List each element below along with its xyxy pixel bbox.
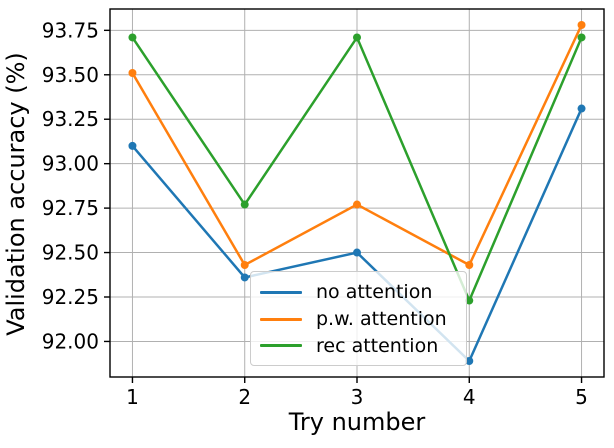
x-tick-label: 2 <box>238 385 251 409</box>
data-point-rec-attention <box>465 296 474 305</box>
data-point-rec-attention <box>577 33 586 42</box>
y-tick-label: 93.75 <box>42 18 99 42</box>
chart-legend: no attention p.w. attention rec attentio… <box>250 271 467 366</box>
data-point-no-attention <box>128 141 137 150</box>
data-point-p-w-attention <box>128 69 137 77</box>
y-tick-label: 92.50 <box>42 241 99 265</box>
y-tick-label: 92.75 <box>42 196 99 220</box>
x-tick-label: 3 <box>351 385 364 409</box>
x-tick-label: 4 <box>463 385 476 409</box>
data-point-p-w-attention <box>240 261 249 269</box>
legend-item-rec-attention: rec attention <box>260 332 458 359</box>
y-axis-title: Validation accuracy (%) <box>2 52 30 336</box>
y-tick-label: 92.00 <box>42 329 99 353</box>
data-point-no-attention <box>353 248 361 257</box>
data-point-no-attention <box>577 104 586 113</box>
data-point-p-w-attention <box>577 21 586 29</box>
x-tick-label: 5 <box>575 385 588 409</box>
y-tick-label: 93.25 <box>42 107 99 131</box>
legend-line-swatch <box>260 317 302 321</box>
data-point-no-attention <box>240 273 249 282</box>
data-point-p-w-attention <box>353 200 361 209</box>
data-point-rec-attention <box>353 33 361 42</box>
x-axis-title: Try number <box>288 408 426 436</box>
legend-line-swatch <box>260 290 302 294</box>
y-tick-label: 93.00 <box>42 152 99 176</box>
y-tick-label: 93.50 <box>42 63 99 87</box>
legend-label: no attention <box>316 281 433 304</box>
legend-item-no-attention: no attention <box>260 279 458 306</box>
legend-item-pw-attention: p.w. attention <box>260 306 458 333</box>
x-tick-label: 1 <box>126 385 139 409</box>
legend-label: p.w. attention <box>316 308 447 330</box>
data-point-rec-attention <box>128 33 137 42</box>
legend-line-swatch <box>260 344 302 348</box>
legend-label: rec attention <box>316 334 439 357</box>
y-tick-label: 92.25 <box>42 285 99 309</box>
data-point-rec-attention <box>240 200 249 209</box>
data-point-p-w-attention <box>465 261 474 269</box>
data-point-no-attention <box>465 357 474 365</box>
